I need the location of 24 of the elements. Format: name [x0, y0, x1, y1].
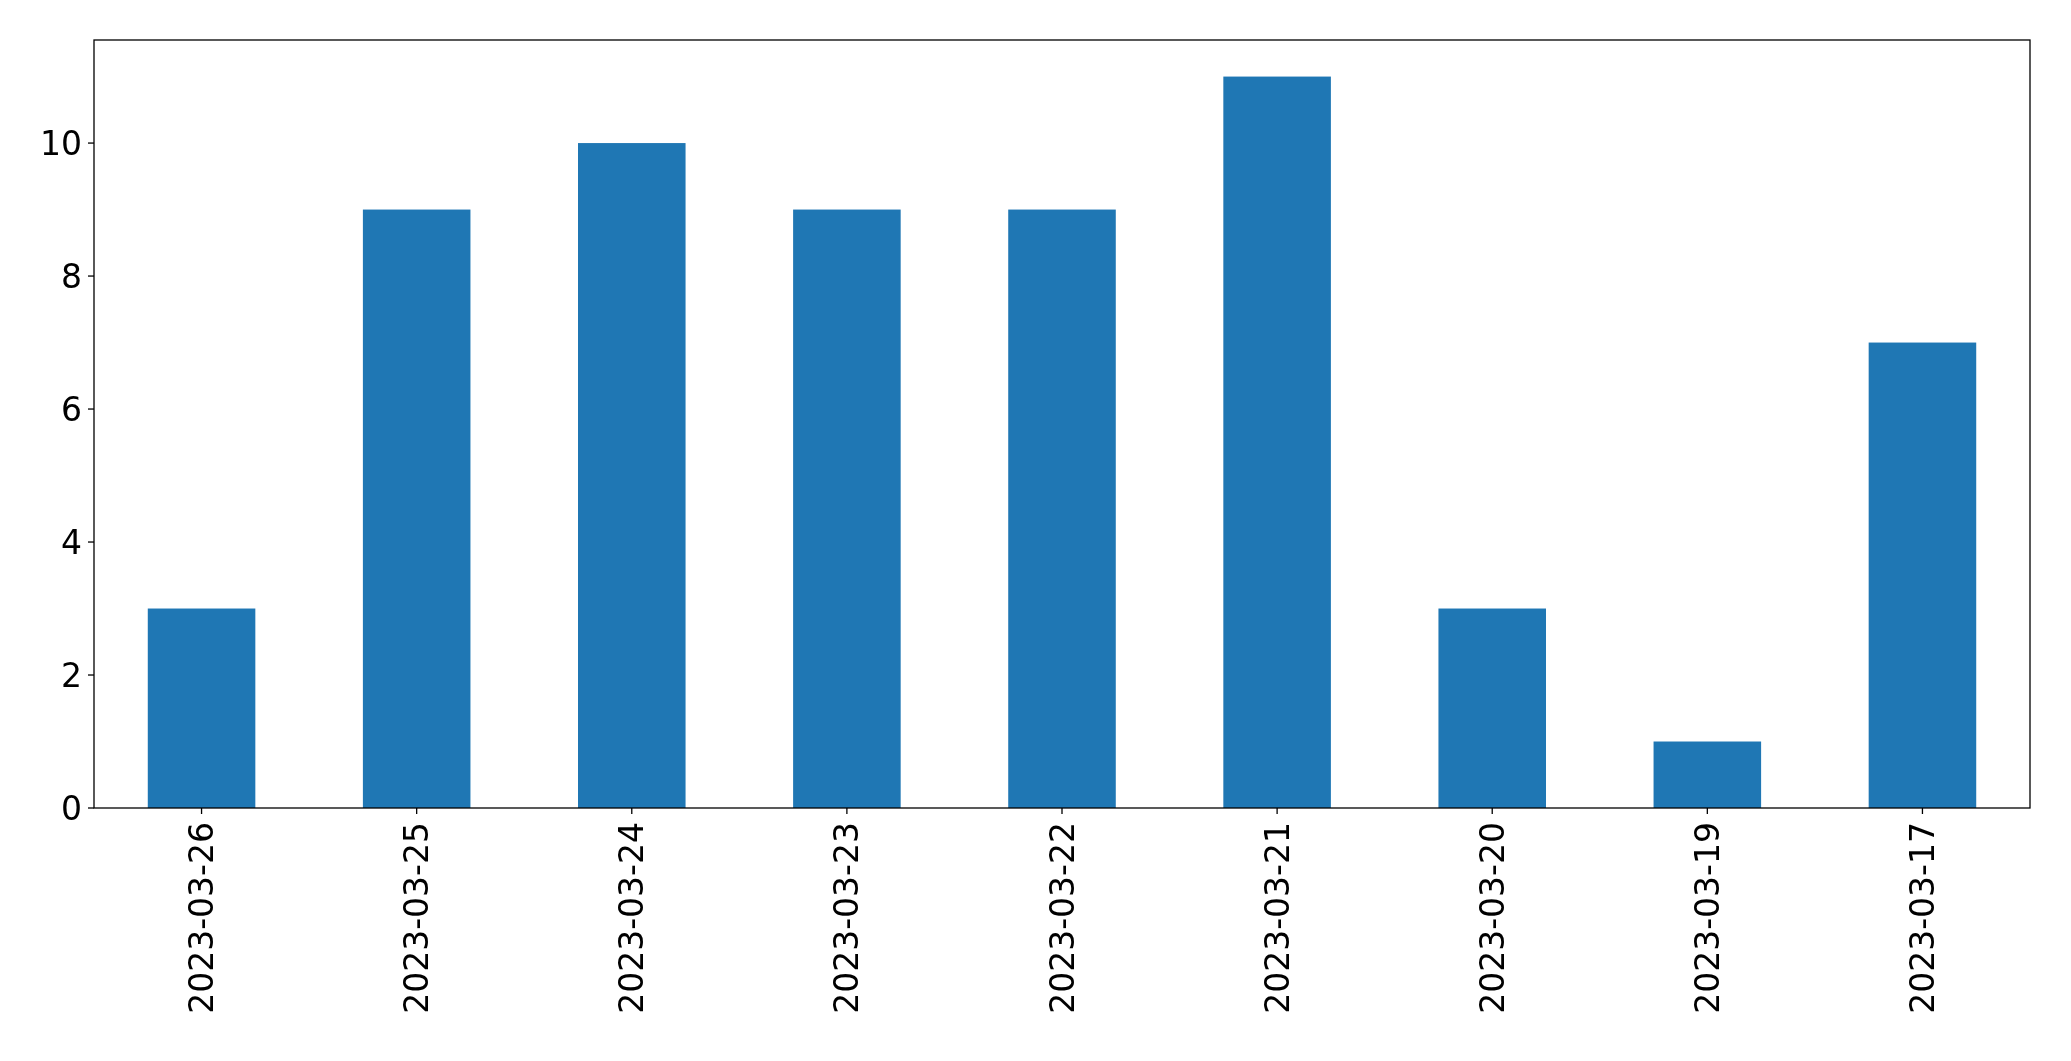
- bar: [1653, 741, 1762, 808]
- bar: [793, 209, 901, 808]
- bar: [362, 209, 471, 808]
- x-tick-label: 2023-03-26: [182, 822, 222, 1014]
- x-tick-label: 2023-03-25: [397, 822, 437, 1014]
- y-tick-label: 0: [61, 788, 82, 828]
- x-tick-label: 2023-03-22: [1042, 822, 1082, 1014]
- x-tick-label: 2023-03-20: [1472, 822, 1512, 1014]
- x-tick-label: 2023-03-19: [1687, 822, 1727, 1014]
- bar: [1438, 608, 1546, 808]
- y-tick-label: 4: [61, 522, 82, 562]
- x-tick-label: 2023-03-21: [1257, 822, 1297, 1014]
- bar: [1008, 209, 1116, 808]
- x-tick-label: 2023-03-23: [827, 822, 867, 1014]
- bar: [1223, 76, 1331, 808]
- y-tick-label: 10: [40, 123, 82, 163]
- x-tick-label: 2023-03-24: [612, 822, 652, 1014]
- x-tick-label: 2023-03-17: [1902, 822, 1942, 1014]
- y-tick-label: 6: [61, 389, 82, 429]
- bar: [1868, 342, 1977, 808]
- y-tick-label: 8: [61, 256, 82, 296]
- bar: [147, 608, 256, 808]
- bar: [578, 143, 686, 808]
- y-tick-label: 2: [61, 655, 82, 695]
